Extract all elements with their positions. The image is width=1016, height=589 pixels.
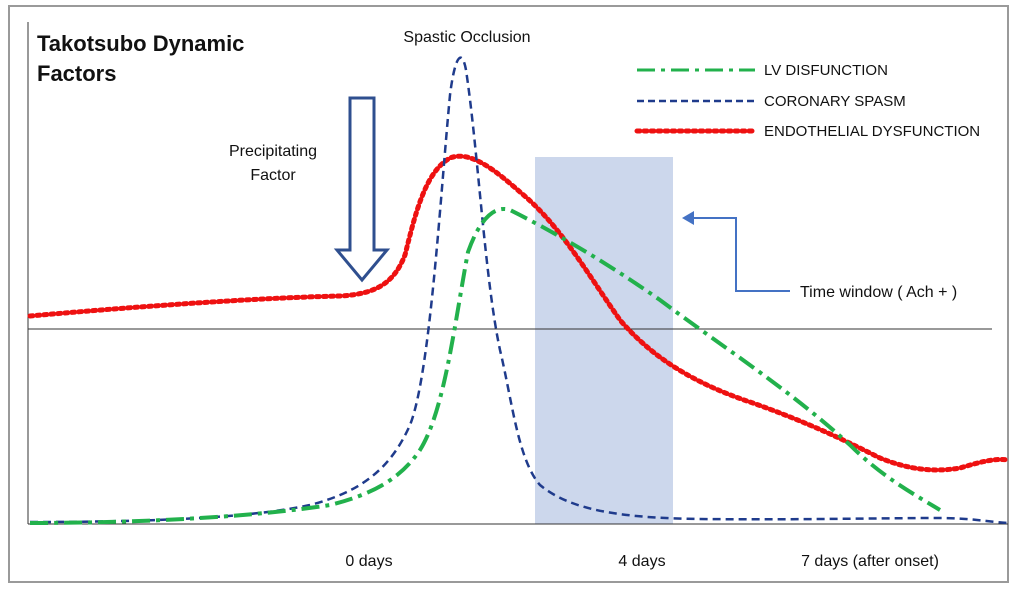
time-window-connector: [690, 217, 790, 292]
time-window-arrowhead: [682, 211, 694, 225]
legend-label-coronary: CORONARY SPASM: [764, 93, 906, 110]
coronary-spasm-curve: [29, 56, 1009, 525]
endothelial-dysfunction-curve: [27, 153, 1011, 473]
x-label-4-days: 4 days: [618, 553, 665, 570]
x-label-0-days: 0 days: [345, 553, 392, 570]
time-window-region: [535, 157, 673, 524]
precipitating-arrow: [333, 96, 391, 283]
legend-label-lv: LV DISFUNCTION: [764, 62, 888, 79]
precipitating-label-line-2: Factor: [250, 167, 296, 184]
precipitating-label-line-1: Precipitating: [229, 143, 317, 160]
diagram-title-line-2: Factors: [37, 61, 116, 86]
diagram-title-line-1: Takotsubo Dynamic: [37, 31, 244, 56]
lv-disfunction-curve: [29, 207, 942, 525]
x-label-7-days: 7 days (after onset): [801, 553, 939, 570]
outer-frame: [8, 5, 1009, 583]
legend-label-endothelial: ENDOTHELIAL DYSFUNCTION: [764, 123, 980, 140]
spastic-occlusion-label: Spastic Occlusion: [403, 29, 530, 46]
legend: LV DISFUNCTION CORONARY SPASM ENDOTHELIA…: [634, 62, 980, 140]
time-window-label: Time window ( Ach + ): [800, 284, 957, 301]
